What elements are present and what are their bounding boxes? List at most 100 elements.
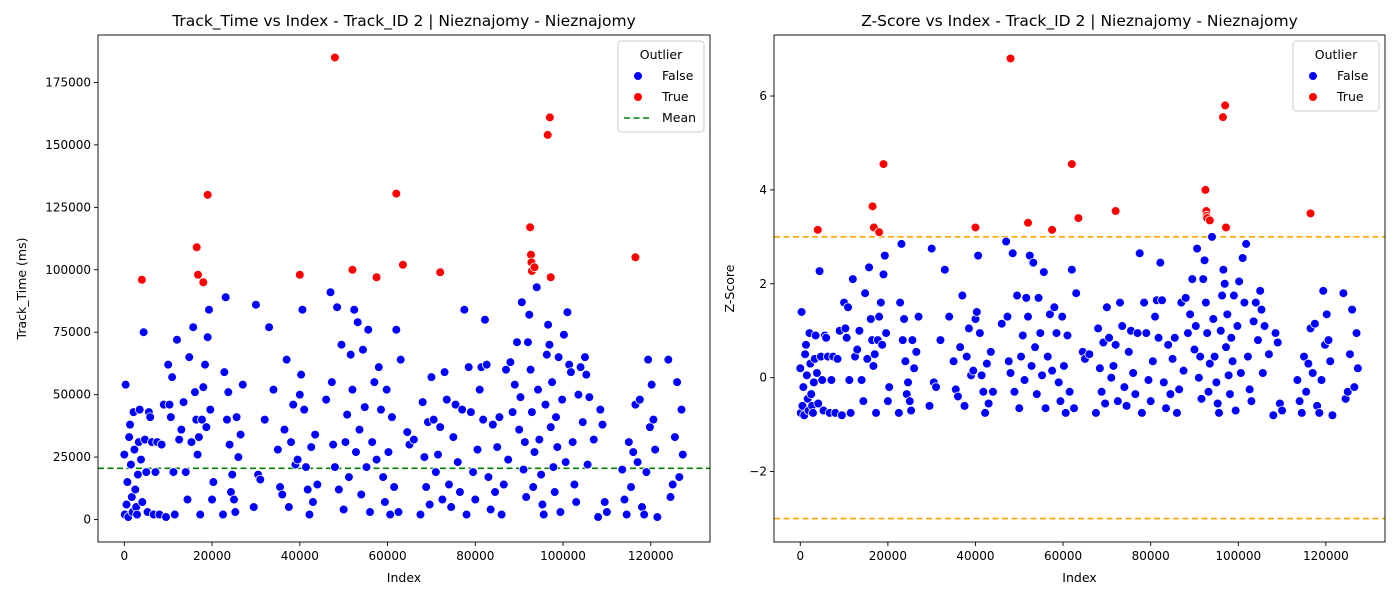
data-point bbox=[393, 507, 404, 517]
data-point bbox=[988, 386, 998, 397]
data-point bbox=[167, 372, 177, 382]
data-point bbox=[505, 357, 516, 367]
data-point bbox=[652, 512, 663, 522]
data-point bbox=[1318, 286, 1329, 296]
data-point bbox=[569, 479, 580, 490]
data-point bbox=[168, 467, 179, 477]
y-tick-label: 6 bbox=[759, 89, 767, 103]
data-point bbox=[463, 362, 474, 372]
data-point bbox=[864, 262, 874, 273]
data-point bbox=[515, 392, 526, 402]
data-point bbox=[1248, 316, 1259, 327]
data-point bbox=[371, 454, 382, 465]
data-point bbox=[1067, 264, 1077, 275]
data-point bbox=[1021, 293, 1032, 303]
data-point bbox=[904, 396, 915, 406]
data-point bbox=[119, 449, 130, 460]
outlier-point bbox=[435, 267, 445, 278]
data-point bbox=[369, 377, 380, 387]
data-point bbox=[1017, 330, 1028, 341]
data-point bbox=[677, 449, 688, 460]
data-point bbox=[877, 340, 887, 350]
data-point bbox=[164, 399, 175, 410]
data-point bbox=[304, 509, 315, 520]
data-point bbox=[1108, 361, 1119, 371]
data-point bbox=[446, 502, 456, 512]
data-point bbox=[876, 297, 886, 308]
data-point bbox=[455, 487, 465, 497]
data-point bbox=[1244, 384, 1255, 395]
data-point bbox=[452, 457, 463, 467]
data-point bbox=[363, 324, 374, 335]
data-point bbox=[663, 354, 674, 365]
outlier-point bbox=[1110, 206, 1121, 216]
data-point bbox=[996, 318, 1007, 329]
outlier-point bbox=[867, 201, 878, 212]
data-point bbox=[1143, 375, 1154, 385]
data-point bbox=[832, 354, 843, 364]
data-point bbox=[973, 250, 983, 261]
data-point bbox=[976, 370, 987, 381]
x-tick-label: 20000 bbox=[869, 549, 907, 563]
data-point bbox=[852, 344, 863, 355]
data-point bbox=[841, 332, 852, 343]
data-point bbox=[524, 309, 535, 320]
legend-label: True bbox=[661, 89, 689, 104]
data-point bbox=[461, 509, 472, 520]
data-point bbox=[481, 359, 492, 370]
data-point bbox=[385, 509, 395, 520]
data-point bbox=[233, 452, 244, 462]
data-point bbox=[845, 408, 856, 418]
data-point bbox=[421, 482, 431, 492]
data-point bbox=[1055, 396, 1066, 406]
data-point bbox=[878, 269, 889, 280]
data-point bbox=[900, 356, 911, 367]
data-point bbox=[378, 472, 388, 482]
data-point bbox=[509, 379, 520, 390]
data-point bbox=[1091, 408, 1101, 418]
outlier-point bbox=[529, 262, 540, 273]
x-tick-label: 80000 bbox=[456, 549, 494, 563]
y-tick-label: 100000 bbox=[45, 263, 91, 277]
data-point bbox=[501, 364, 511, 375]
data-point bbox=[676, 404, 687, 415]
data-point bbox=[1106, 372, 1117, 383]
data-point bbox=[448, 432, 459, 442]
data-point bbox=[1012, 290, 1022, 301]
data-point bbox=[1150, 311, 1160, 322]
outlier-point bbox=[1221, 222, 1231, 233]
data-point bbox=[821, 332, 831, 343]
y-tick-label: 175000 bbox=[45, 75, 91, 89]
data-point bbox=[624, 437, 634, 447]
data-point bbox=[338, 504, 349, 515]
data-point bbox=[1351, 328, 1362, 338]
outlier-point bbox=[1047, 225, 1057, 235]
data-point bbox=[1115, 297, 1125, 308]
data-point bbox=[1035, 328, 1046, 338]
data-point bbox=[573, 389, 584, 400]
data-point bbox=[560, 457, 571, 467]
data-point bbox=[674, 472, 685, 482]
data-point bbox=[220, 292, 231, 303]
data-point bbox=[1226, 332, 1237, 343]
outlier-point bbox=[874, 227, 884, 237]
data-point bbox=[1237, 253, 1248, 263]
data-point bbox=[1192, 243, 1202, 254]
data-point bbox=[1215, 325, 1226, 336]
data-point bbox=[441, 394, 452, 405]
y-tick-label: −2 bbox=[749, 465, 767, 479]
data-point bbox=[296, 369, 306, 380]
data-point bbox=[470, 494, 481, 505]
data-point bbox=[858, 396, 869, 406]
data-point bbox=[426, 372, 437, 382]
data-point bbox=[1009, 386, 1020, 397]
data-point bbox=[133, 469, 143, 480]
data-point bbox=[802, 370, 812, 381]
data-point bbox=[1134, 248, 1145, 259]
data-point bbox=[1199, 255, 1210, 266]
data-point bbox=[955, 342, 965, 352]
data-point bbox=[1307, 368, 1318, 378]
data-point bbox=[602, 507, 612, 517]
legend: Outlier False True bbox=[1292, 40, 1380, 112]
